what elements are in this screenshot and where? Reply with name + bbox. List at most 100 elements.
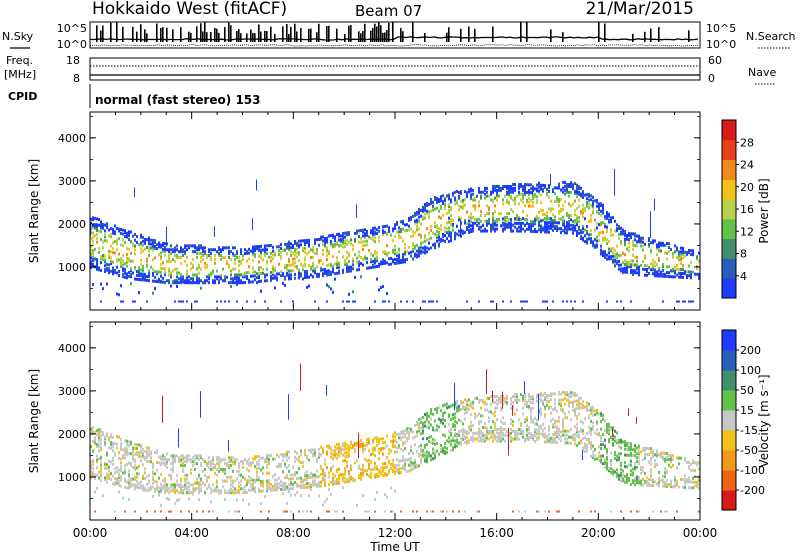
velocity-cell: [282, 487, 284, 491]
power-cell: [458, 208, 460, 212]
velocity-cell: [372, 448, 374, 452]
velocity-cell: [162, 453, 164, 457]
nsky-bar: [246, 33, 248, 42]
velocity-cell: [434, 407, 436, 411]
velocity-cell: [488, 429, 490, 433]
velocity-cell: [126, 443, 128, 447]
velocity-cell: [128, 479, 130, 483]
velocity-cell: [464, 429, 466, 433]
power-cell: [396, 259, 398, 263]
power-cell: [530, 222, 532, 226]
power-cell: [492, 219, 494, 223]
power-cell: [398, 257, 400, 261]
power-cell: [442, 202, 444, 206]
power-cell: [584, 207, 586, 211]
power-cell: [120, 257, 122, 261]
velocity-cell: [276, 478, 278, 482]
power-cell: [680, 252, 682, 256]
colorbar-swatch: [722, 179, 736, 200]
velocity-cell: [276, 453, 278, 457]
power-cell: [622, 261, 624, 265]
velocity-cell: [150, 460, 152, 464]
power-cell: [440, 216, 442, 220]
power-cell: [566, 231, 568, 235]
power-cell: [508, 221, 510, 225]
power-cell: [578, 227, 580, 231]
velocity-cell: [328, 446, 330, 450]
power-cell: [170, 275, 172, 279]
power-cell: [336, 265, 338, 269]
power-cell: [636, 267, 638, 271]
velocity-cell: [506, 402, 508, 406]
velocity-cell: [556, 429, 558, 433]
power-cell: [164, 271, 166, 275]
power-cell: [374, 265, 376, 269]
power-cell: [514, 200, 516, 204]
power-streak: [134, 187, 135, 198]
power-cell: [468, 223, 470, 227]
velocity-cell: [214, 464, 216, 468]
velocity-cell: [266, 479, 268, 483]
velocity-cell: [166, 487, 168, 491]
velocity-cell: [254, 486, 256, 490]
power-cell: [224, 255, 226, 259]
velocity-streak: [454, 383, 455, 411]
velocity-cell: [218, 456, 220, 460]
power-cell: [442, 234, 444, 238]
velocity-cell: [388, 451, 390, 455]
velocity-cell: [452, 510, 454, 513]
power-cell: [226, 261, 228, 265]
velocity-cell: [354, 447, 356, 451]
velocity-cell: [454, 426, 456, 430]
power-cell: [242, 273, 244, 277]
velocity-cell: [520, 424, 522, 428]
velocity-cell: [412, 436, 414, 440]
power-cell: [594, 199, 596, 203]
velocity-cell: [116, 435, 118, 439]
power-cell: [384, 259, 386, 263]
power-cell: [376, 228, 378, 232]
power-cell: [462, 206, 464, 210]
velocity-cell: [548, 394, 550, 398]
power-cell: [438, 209, 440, 213]
power-cell: [496, 227, 498, 231]
velocity-cell: [442, 433, 444, 437]
velocity-cell: [362, 465, 364, 469]
velocity-cell: [582, 446, 584, 450]
velocity-cell: [456, 409, 458, 413]
power-cell: [684, 300, 686, 303]
velocity-cell: [440, 409, 442, 413]
power-cell: [624, 270, 626, 274]
velocity-cell: [282, 482, 284, 486]
power-cell: [190, 281, 192, 285]
power-cell: [412, 249, 414, 253]
velocity-cell: [392, 441, 394, 445]
velocity-cell: [514, 429, 516, 433]
velocity-cell: [400, 430, 402, 434]
power-cell: [214, 257, 216, 261]
power-cell: [472, 198, 474, 202]
velocity-cell: [554, 419, 556, 423]
velocity-cell: [346, 478, 348, 482]
power-cell: [564, 184, 566, 188]
power-cell: [368, 235, 370, 239]
velocity-cell: [564, 396, 566, 400]
power-cell: [92, 243, 94, 247]
velocity-cell: [502, 416, 504, 420]
power-cell: [258, 246, 260, 250]
velocity-cell: [100, 434, 102, 438]
power-cell: [636, 263, 638, 267]
power-cell: [122, 263, 124, 267]
velocity-cell: [532, 418, 534, 422]
power-cell: [618, 254, 620, 258]
power-cell: [622, 251, 624, 255]
power-cell: [602, 236, 604, 240]
velocity-cell: [162, 484, 164, 488]
power-cell: [196, 277, 198, 281]
power-cell: [152, 238, 154, 242]
velocity-cell: [590, 427, 592, 431]
velocity-cell: [194, 454, 196, 458]
velocity-cell: [506, 394, 508, 398]
velocity-cell: [400, 510, 402, 513]
velocity-cell: [198, 481, 200, 485]
